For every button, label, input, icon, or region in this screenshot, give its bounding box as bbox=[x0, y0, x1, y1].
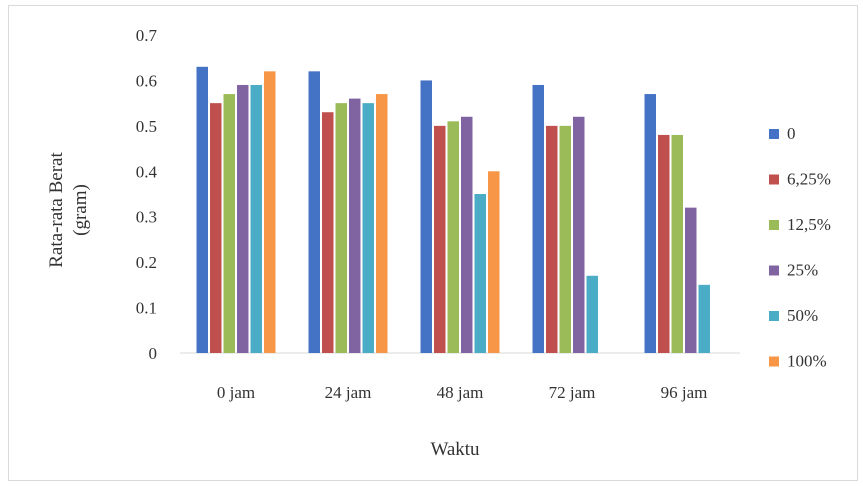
bar bbox=[488, 171, 500, 353]
y-tick-label: 0.3 bbox=[136, 208, 157, 227]
bar bbox=[434, 125, 446, 353]
x-tick-label: 48 jam bbox=[437, 383, 484, 402]
bar bbox=[223, 94, 235, 354]
x-axis-categories: 0 jam 24 jam 48 jam 72 jam 96 jam bbox=[217, 383, 708, 402]
legend: 0 6,25% 12,5% 25% 50% 100% bbox=[769, 124, 831, 371]
legend-label: 25% bbox=[787, 261, 818, 280]
bar bbox=[362, 103, 374, 354]
bar bbox=[250, 84, 262, 353]
legend-label: 6,25% bbox=[787, 170, 831, 189]
y-tick-label: 0.5 bbox=[136, 117, 157, 136]
bar bbox=[532, 84, 544, 353]
y-tick-label: 0.2 bbox=[136, 253, 157, 272]
y-axis-title-line-1: Rata-rata Berat bbox=[46, 152, 67, 268]
y-tick-label: 0 bbox=[149, 344, 158, 363]
bar bbox=[546, 125, 558, 353]
x-tick-label: 0 jam bbox=[217, 383, 255, 402]
bar bbox=[698, 284, 710, 353]
y-tick-label: 0.1 bbox=[136, 299, 157, 318]
bar bbox=[559, 125, 571, 353]
bar bbox=[210, 103, 222, 354]
bar bbox=[264, 71, 276, 353]
legend-swatch bbox=[769, 265, 779, 276]
y-axis-title-line-2: (gram) bbox=[70, 184, 91, 236]
y-tick-label: 0.7 bbox=[136, 26, 158, 45]
legend-swatch bbox=[769, 311, 779, 321]
bar bbox=[196, 66, 208, 354]
bars-group bbox=[196, 66, 710, 354]
legend-swatch bbox=[769, 129, 779, 139]
bar bbox=[644, 94, 656, 354]
bar bbox=[237, 84, 249, 353]
legend-swatch bbox=[769, 356, 779, 367]
y-tick-label: 0.4 bbox=[136, 162, 158, 181]
bar bbox=[322, 112, 334, 353]
bar bbox=[447, 121, 459, 353]
y-axis-ticks: 0 0.1 0.2 0.3 0.4 0.5 0.6 0.7 bbox=[136, 26, 158, 363]
bar bbox=[474, 194, 486, 353]
bar bbox=[671, 134, 683, 353]
bar bbox=[349, 98, 361, 353]
legend-label: 0 bbox=[787, 124, 796, 143]
y-tick-label: 0.6 bbox=[136, 71, 157, 90]
bar bbox=[586, 275, 598, 353]
bar bbox=[335, 103, 347, 354]
legend-swatch bbox=[769, 174, 779, 185]
x-tick-label: 24 jam bbox=[325, 383, 372, 402]
bar bbox=[376, 94, 388, 354]
bar bbox=[308, 71, 320, 353]
legend-label: 100% bbox=[787, 352, 827, 371]
bar bbox=[658, 134, 670, 353]
chart-frame bbox=[8, 5, 858, 481]
x-axis-title: Waktu bbox=[430, 439, 480, 460]
legend-label: 50% bbox=[787, 306, 818, 325]
bar bbox=[461, 116, 473, 354]
bar bbox=[685, 207, 697, 353]
bar bbox=[420, 80, 432, 353]
legend-label: 12,5% bbox=[787, 215, 831, 234]
x-tick-label: 96 jam bbox=[661, 383, 708, 402]
legend-swatch bbox=[769, 220, 779, 230]
x-tick-label: 72 jam bbox=[549, 383, 596, 402]
bar bbox=[573, 116, 585, 354]
